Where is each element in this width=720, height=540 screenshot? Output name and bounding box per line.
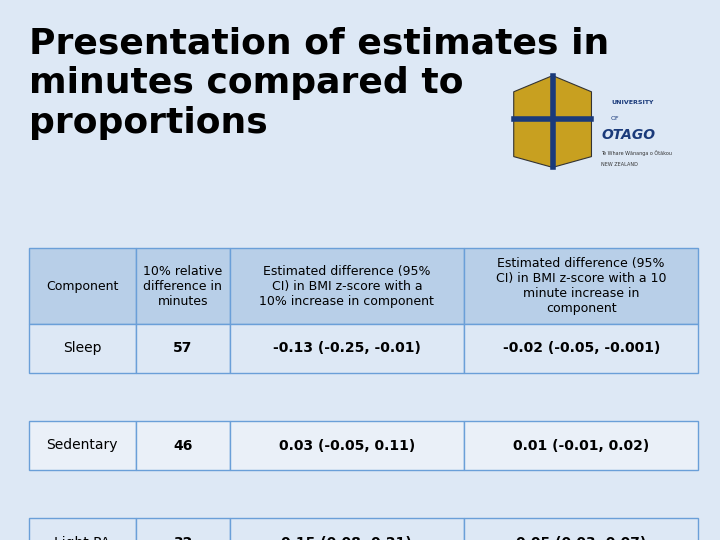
Bar xyxy=(230,518,464,540)
Bar xyxy=(464,421,698,470)
Text: 57: 57 xyxy=(173,341,192,355)
Text: NEW ZEALAND: NEW ZEALAND xyxy=(601,161,638,167)
Bar xyxy=(29,421,136,470)
Bar xyxy=(29,324,136,373)
Text: 0.15 (0.08, 0.21): 0.15 (0.08, 0.21) xyxy=(282,536,413,540)
Text: Sedentary: Sedentary xyxy=(47,438,118,453)
Bar xyxy=(230,324,464,373)
Polygon shape xyxy=(513,76,592,167)
Bar xyxy=(230,248,464,324)
Text: 46: 46 xyxy=(173,438,192,453)
Bar xyxy=(230,421,464,470)
Text: Presentation of estimates in
minutes compared to
proportions: Presentation of estimates in minutes com… xyxy=(29,27,609,140)
Bar xyxy=(136,421,230,470)
Text: 0.03 (-0.05, 0.11): 0.03 (-0.05, 0.11) xyxy=(279,438,415,453)
Text: Te Whare Wānanga o Ōtākou: Te Whare Wānanga o Ōtākou xyxy=(601,151,672,156)
Bar xyxy=(464,518,698,540)
Text: 10% relative
difference in
minutes: 10% relative difference in minutes xyxy=(143,265,222,308)
Bar xyxy=(29,248,136,324)
Bar xyxy=(136,518,230,540)
Text: -0.02 (-0.05, -0.001): -0.02 (-0.05, -0.001) xyxy=(503,341,660,355)
Text: Estimated difference (95%
CI) in BMI z-score with a
10% increase in component: Estimated difference (95% CI) in BMI z-s… xyxy=(259,265,434,308)
Text: Sleep: Sleep xyxy=(63,341,102,355)
Text: UNIVERSITY: UNIVERSITY xyxy=(611,100,654,105)
Bar xyxy=(136,324,230,373)
Bar xyxy=(464,248,698,324)
Bar xyxy=(29,518,136,540)
Text: Component: Component xyxy=(46,280,119,293)
Bar xyxy=(464,324,698,373)
Bar xyxy=(136,248,230,324)
Text: OF: OF xyxy=(611,116,619,122)
Text: OTAGO: OTAGO xyxy=(601,128,655,142)
Text: Light PA: Light PA xyxy=(54,536,110,540)
Text: 0.01 (-0.01, 0.02): 0.01 (-0.01, 0.02) xyxy=(513,438,649,453)
Text: -0.13 (-0.25, -0.01): -0.13 (-0.25, -0.01) xyxy=(273,341,420,355)
Text: 32: 32 xyxy=(173,536,192,540)
Text: Estimated difference (95%
CI) in BMI z-score with a 10
minute increase in
compon: Estimated difference (95% CI) in BMI z-s… xyxy=(496,257,667,315)
Text: 0.05 (0.03, 0.07): 0.05 (0.03, 0.07) xyxy=(516,536,647,540)
